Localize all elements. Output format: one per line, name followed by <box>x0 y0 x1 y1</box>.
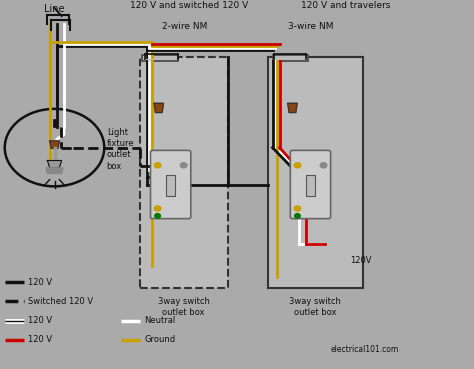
Text: electrical101.com: electrical101.com <box>331 345 399 354</box>
Text: 120 V and switched 120 V: 120 V and switched 120 V <box>130 1 249 10</box>
Text: Line: Line <box>44 4 65 14</box>
Text: Neutral: Neutral <box>145 316 176 325</box>
Polygon shape <box>288 103 297 113</box>
Text: 3way switch
outlet box: 3way switch outlet box <box>157 297 210 317</box>
Bar <box>142 55 178 61</box>
Circle shape <box>294 163 301 168</box>
Circle shape <box>155 206 161 211</box>
Text: 120 V and travelers: 120 V and travelers <box>301 1 391 10</box>
Text: Light
fixture
outlet
box: Light fixture outlet box <box>107 128 134 170</box>
Circle shape <box>320 163 327 168</box>
Bar <box>268 57 363 288</box>
FancyBboxPatch shape <box>151 151 191 218</box>
Text: Ground: Ground <box>145 335 176 344</box>
FancyBboxPatch shape <box>290 151 331 218</box>
Circle shape <box>180 163 187 168</box>
Bar <box>166 175 175 196</box>
Circle shape <box>294 206 301 211</box>
Text: 120 V: 120 V <box>28 335 53 344</box>
Polygon shape <box>154 103 164 113</box>
Bar <box>140 57 228 288</box>
Text: Switched 120 V: Switched 120 V <box>28 297 93 306</box>
Polygon shape <box>50 141 59 148</box>
Bar <box>273 55 308 61</box>
Text: 3way switch
outlet box: 3way switch outlet box <box>289 297 341 317</box>
Text: 2-wire NM: 2-wire NM <box>162 23 208 31</box>
Polygon shape <box>47 161 62 168</box>
Text: 120 V: 120 V <box>28 278 53 287</box>
Circle shape <box>294 214 301 218</box>
Polygon shape <box>46 168 63 173</box>
Text: 120V: 120V <box>350 256 371 265</box>
Text: 3-wire NM: 3-wire NM <box>288 23 333 31</box>
Circle shape <box>155 214 160 218</box>
Text: 120 V: 120 V <box>28 316 53 325</box>
Bar <box>53 119 56 127</box>
Bar <box>306 175 315 196</box>
Circle shape <box>155 163 161 168</box>
